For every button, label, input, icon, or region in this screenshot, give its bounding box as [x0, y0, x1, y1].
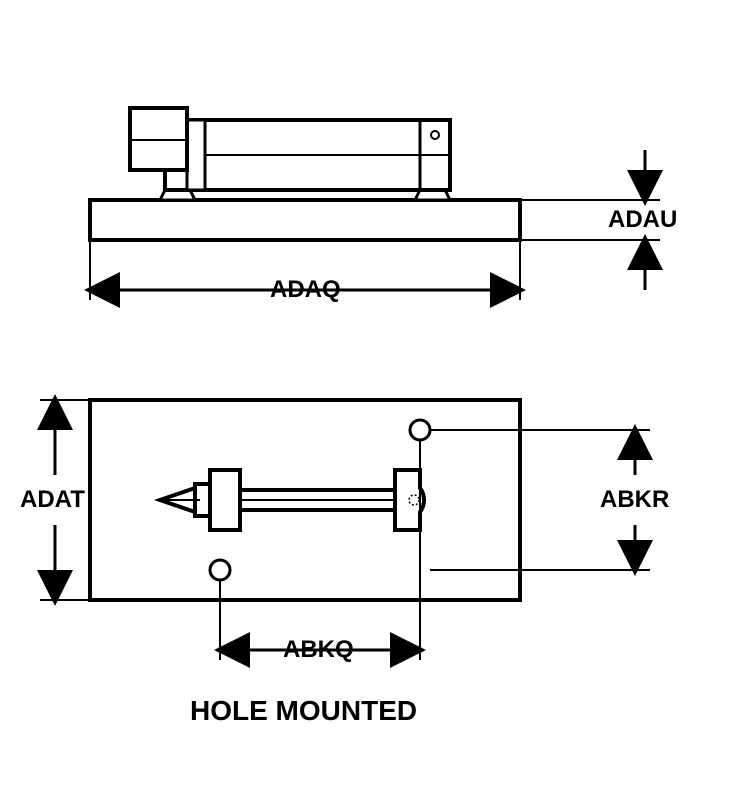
left-bracket: [210, 470, 240, 530]
diagram-svg: [0, 0, 744, 796]
left-collar: [187, 120, 205, 190]
label-abkr: ABKR: [600, 486, 669, 514]
label-adat: ADAT: [20, 486, 85, 514]
base-plate: [90, 200, 520, 240]
diagram-title: HOLE MOUNTED: [190, 695, 417, 727]
label-adau: ADAU: [608, 206, 677, 234]
label-adaq: ADAQ: [270, 276, 341, 304]
label-abkq: ABKQ: [283, 636, 354, 664]
side-view: [90, 108, 520, 240]
diagram-container: ADAQ ADAU ADAT ABKR ABKQ HOLE MOUNTED: [0, 0, 744, 796]
